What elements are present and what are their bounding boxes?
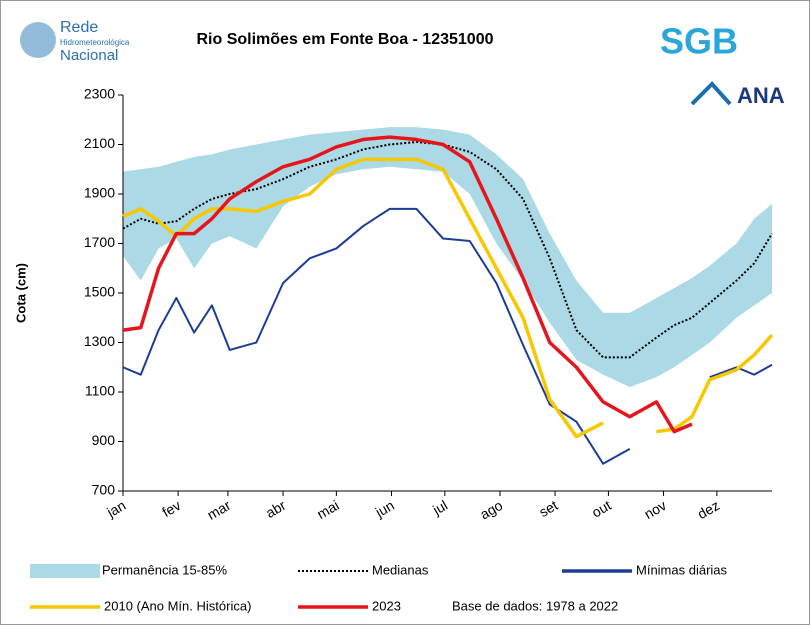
- logo-rede: Rede Hidrometeorológica Nacional: [20, 19, 130, 64]
- logo-text: Hidrometeorológica: [60, 38, 130, 47]
- logo-text: Rede: [60, 19, 98, 36]
- y-tick-label: 1900: [84, 185, 115, 201]
- y-tick-label: 700: [92, 482, 116, 498]
- y-tick-label: 1500: [84, 284, 115, 300]
- logo-ana: ANA: [737, 83, 785, 108]
- band: [123, 127, 772, 388]
- y-tick-label: 1700: [84, 234, 115, 250]
- y-tick-label: 1300: [84, 333, 115, 349]
- chart-title: Rio Solimões em Fonte Boa - 12351000: [197, 31, 494, 48]
- legend-label: 2010 (Ano Mín. Histórica): [104, 598, 251, 613]
- logo-dot: [20, 22, 56, 58]
- logo-sgb: SGB: [660, 21, 738, 62]
- y-tick-label: 900: [92, 432, 116, 448]
- y-tick-label: 2300: [84, 86, 115, 102]
- legend-label: Permanência 15-85%: [102, 562, 227, 577]
- annotation: Base de dados: 1978 a 2022: [452, 598, 618, 613]
- legend-label: Mínimas diárias: [636, 562, 728, 577]
- logo-text: Nacional: [60, 47, 118, 64]
- y-axis-label: Cota (cm): [13, 263, 28, 323]
- series-line: [122, 207, 773, 465]
- logo-ana-icon: [690, 81, 732, 106]
- legend-label: 2023: [372, 598, 401, 613]
- y-tick-label: 2100: [84, 135, 115, 151]
- legend-label: Medianas: [372, 562, 429, 577]
- series-line: [122, 135, 693, 434]
- legend-swatch: [30, 564, 100, 578]
- x-tick-label: jul: [429, 497, 450, 518]
- y-tick-label: 1100: [85, 383, 115, 399]
